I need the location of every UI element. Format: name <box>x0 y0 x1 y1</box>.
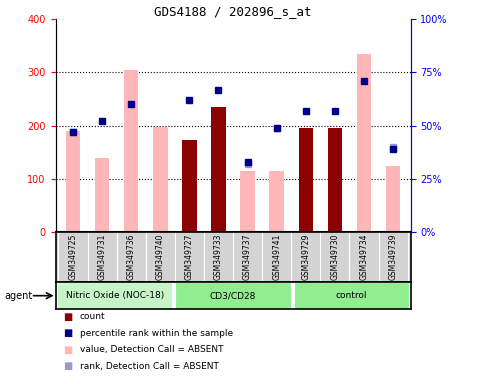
Text: ■: ■ <box>63 345 72 355</box>
Text: CD3/CD28: CD3/CD28 <box>210 291 256 300</box>
Text: rank, Detection Call = ABSENT: rank, Detection Call = ABSENT <box>80 362 219 371</box>
Bar <box>327 128 342 232</box>
Text: GSM349730: GSM349730 <box>330 234 340 280</box>
Text: GSM349729: GSM349729 <box>301 234 310 280</box>
Text: control: control <box>336 291 367 300</box>
Text: GSM349740: GSM349740 <box>156 234 165 280</box>
Text: GSM349736: GSM349736 <box>127 234 136 280</box>
Bar <box>211 198 226 232</box>
Bar <box>153 127 168 232</box>
Text: GSM349739: GSM349739 <box>389 234 398 280</box>
Bar <box>294 282 409 309</box>
Bar <box>175 282 291 309</box>
Bar <box>298 128 313 232</box>
Text: ■: ■ <box>63 312 72 322</box>
Bar <box>270 171 284 232</box>
Text: percentile rank within the sample: percentile rank within the sample <box>80 329 233 338</box>
Text: count: count <box>80 312 105 321</box>
Text: GSM349731: GSM349731 <box>98 234 107 280</box>
Bar <box>182 140 197 232</box>
Text: GSM349733: GSM349733 <box>214 234 223 280</box>
Bar <box>124 70 139 232</box>
Bar <box>57 282 172 309</box>
Text: GSM349737: GSM349737 <box>243 234 252 280</box>
Text: GSM349734: GSM349734 <box>359 234 369 280</box>
Bar <box>357 54 371 232</box>
Title: GDS4188 / 202896_s_at: GDS4188 / 202896_s_at <box>154 5 312 18</box>
Text: agent: agent <box>5 291 33 301</box>
Text: value, Detection Call = ABSENT: value, Detection Call = ABSENT <box>80 345 223 354</box>
Text: GSM349725: GSM349725 <box>69 234 77 280</box>
Bar <box>241 171 255 232</box>
Bar <box>66 131 80 232</box>
Bar <box>386 166 400 232</box>
Text: GSM349727: GSM349727 <box>185 234 194 280</box>
Text: ■: ■ <box>63 361 72 371</box>
Text: GSM349741: GSM349741 <box>272 234 281 280</box>
Bar <box>95 158 109 232</box>
Bar <box>211 107 226 232</box>
Text: Nitric Oxide (NOC-18): Nitric Oxide (NOC-18) <box>66 291 164 300</box>
Text: ■: ■ <box>63 328 72 338</box>
